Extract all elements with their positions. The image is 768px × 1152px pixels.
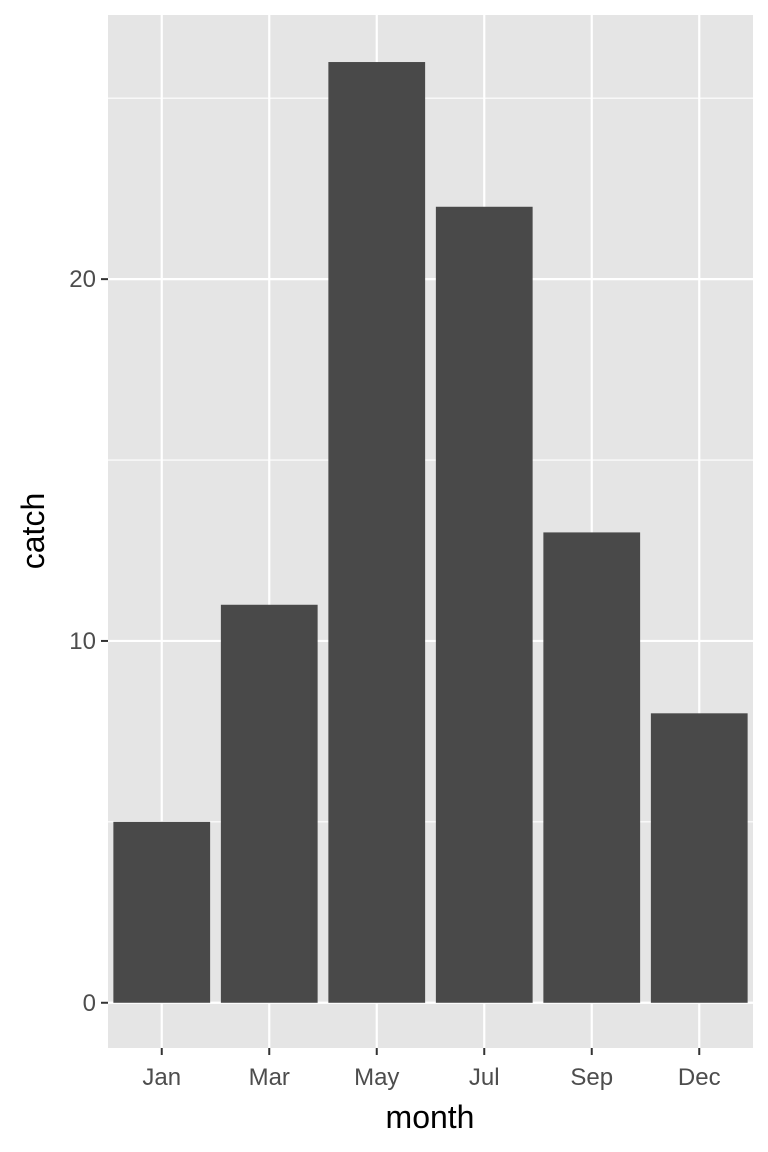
- plot-panel: [108, 15, 753, 1048]
- y-tick-label: 20: [69, 266, 96, 293]
- x-tick-label: Jul: [469, 1064, 500, 1091]
- x-axis: Jan Mar May Jul Sep Dec: [142, 1048, 721, 1091]
- x-tick-label: May: [354, 1064, 399, 1091]
- bar-jul: [435, 206, 533, 1003]
- x-tick-label: Mar: [249, 1064, 290, 1091]
- y-axis-title: catch: [15, 493, 51, 569]
- bar-sep: [543, 532, 641, 1003]
- bar-may: [328, 62, 426, 1003]
- bars: [113, 62, 748, 1003]
- x-tick-label: Jan: [142, 1064, 181, 1091]
- y-tick-label: 0: [83, 990, 96, 1017]
- y-axis: 0 10 20: [69, 266, 108, 1017]
- bar-mar: [220, 604, 318, 1003]
- x-tick-label: Sep: [570, 1064, 613, 1091]
- x-tick-label: Dec: [678, 1064, 721, 1091]
- y-tick-label: 10: [69, 628, 96, 655]
- bar-jan: [113, 821, 211, 1003]
- x-axis-title: month: [386, 1099, 475, 1135]
- bar-dec: [650, 713, 748, 1003]
